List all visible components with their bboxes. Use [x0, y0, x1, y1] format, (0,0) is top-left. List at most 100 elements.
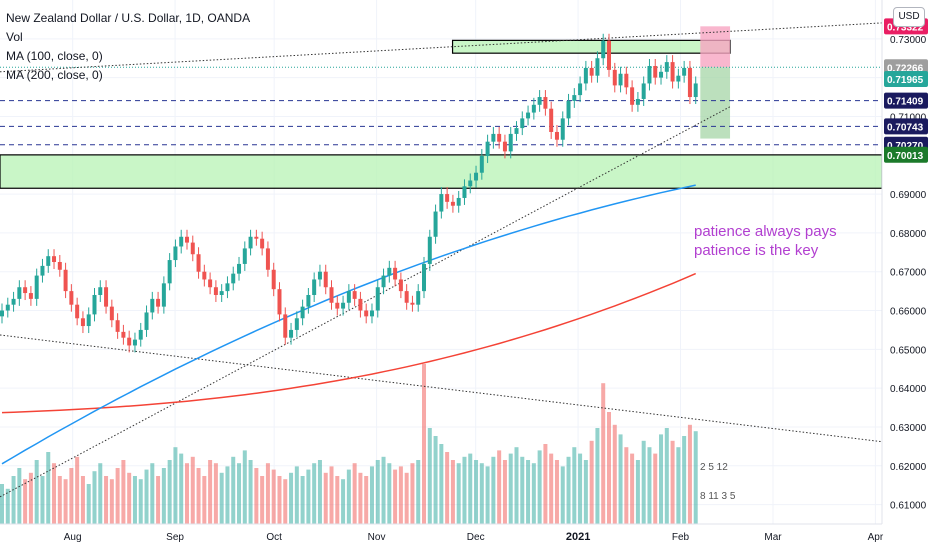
- volume-bar: [676, 447, 681, 524]
- volume-bar: [127, 472, 132, 524]
- ma200-line: [1, 272, 696, 414]
- volume-bar: [242, 450, 247, 524]
- watermark-text-bottom: 8 11 3 5: [700, 491, 736, 502]
- volume-bar: [265, 463, 270, 524]
- volume-bar: [450, 460, 455, 524]
- price-tag-label: 0.71409: [887, 97, 924, 108]
- volume-bar: [11, 476, 16, 524]
- candle: [456, 197, 461, 206]
- volume-bar: [508, 453, 513, 524]
- x-tick-label: Oct: [266, 532, 282, 543]
- volume-bar: [687, 424, 692, 524]
- chart-legend: New Zealand Dollar / U.S. Dollar, 1D, OA…: [6, 9, 250, 85]
- candle: [23, 287, 28, 294]
- candle: [502, 141, 507, 152]
- volume-bar: [317, 460, 322, 524]
- y-tick-label: 0.69000: [890, 190, 927, 201]
- y-tick-label: 0.64000: [890, 384, 927, 395]
- candle: [225, 283, 230, 292]
- volume-bar: [566, 456, 571, 524]
- candle: [682, 67, 687, 76]
- resistance-zone: [451, 39, 731, 54]
- candle: [265, 248, 270, 270]
- candle: [520, 118, 525, 129]
- price-tag: 0.70743: [884, 118, 928, 135]
- volume-bar: [578, 453, 583, 524]
- candle: [242, 248, 247, 264]
- price-tag-bg: [884, 118, 928, 135]
- volume-bar: [393, 469, 398, 524]
- candle: [317, 271, 322, 280]
- y-tick-label: 0.67000: [890, 268, 927, 279]
- y-tick-label: 0.62000: [890, 462, 927, 473]
- candle: [312, 279, 317, 295]
- candle: [69, 291, 74, 305]
- candle: [190, 242, 195, 255]
- ma200-indicator-label[interactable]: MA (200, close, 0): [6, 68, 103, 82]
- candle: [231, 273, 236, 284]
- candle: [612, 69, 617, 86]
- volume-bar: [364, 476, 369, 524]
- volume-bar: [549, 453, 554, 524]
- candle: [659, 71, 664, 78]
- candle: [693, 83, 698, 98]
- volume-bar: [208, 460, 213, 524]
- price-tag: 0.71409: [884, 92, 928, 109]
- volume-indicator-label[interactable]: Vol: [6, 30, 23, 44]
- volume-bar: [653, 453, 658, 524]
- candle: [427, 236, 432, 264]
- support-zone: [0, 154, 883, 189]
- volume-bar: [693, 431, 698, 524]
- currency-button[interactable]: USD: [893, 7, 925, 27]
- y-tick-label: 0.61000: [890, 501, 927, 512]
- candle: [618, 73, 623, 86]
- volume-bar: [52, 463, 57, 524]
- price-tag-label: 0.73322: [887, 22, 924, 33]
- volume-bar: [624, 447, 629, 524]
- candle: [416, 291, 421, 305]
- price-tag-bg: [884, 92, 928, 109]
- volume-bar: [329, 466, 334, 524]
- x-tick-label: Aug: [64, 532, 82, 543]
- volume-bar: [560, 466, 565, 524]
- candle: [80, 318, 85, 327]
- y-tick-label: 0.68000: [890, 229, 927, 240]
- x-tick-label: Feb: [672, 532, 690, 543]
- volume-bar: [289, 472, 294, 524]
- price-tag: 0.70013: [884, 146, 928, 163]
- candle: [213, 287, 218, 295]
- candle: [606, 40, 611, 70]
- candle: [323, 271, 328, 288]
- candle: [271, 269, 276, 290]
- volume-bar: [260, 476, 265, 524]
- candle: [208, 279, 213, 288]
- candle: [121, 331, 126, 338]
- candle: [237, 263, 242, 274]
- candle: [664, 62, 669, 72]
- candle: [450, 201, 455, 206]
- candle: [75, 304, 80, 319]
- annotation-line-2: patience is the key: [694, 242, 819, 259]
- candle: [341, 302, 346, 309]
- volume-bar: [144, 469, 149, 524]
- annotation-line-1: patience always pays: [694, 223, 837, 240]
- candle: [156, 298, 161, 307]
- volume-bar: [427, 428, 432, 524]
- candle: [514, 128, 519, 134]
- volume-bar: [474, 460, 479, 524]
- volume-bar: [28, 472, 33, 524]
- candle: [670, 62, 675, 82]
- volume-bar: [69, 468, 74, 524]
- volume-bar: [398, 466, 403, 524]
- trendline: [0, 106, 731, 498]
- candle: [508, 133, 513, 152]
- volume-bar: [254, 468, 259, 524]
- ma100-indicator-label[interactable]: MA (100, close, 0): [6, 49, 103, 63]
- candle: [491, 133, 496, 142]
- candle: [497, 133, 502, 142]
- candle: [57, 262, 62, 270]
- volume-bar: [485, 466, 490, 524]
- volume-bar: [601, 383, 606, 524]
- candle: [404, 291, 409, 303]
